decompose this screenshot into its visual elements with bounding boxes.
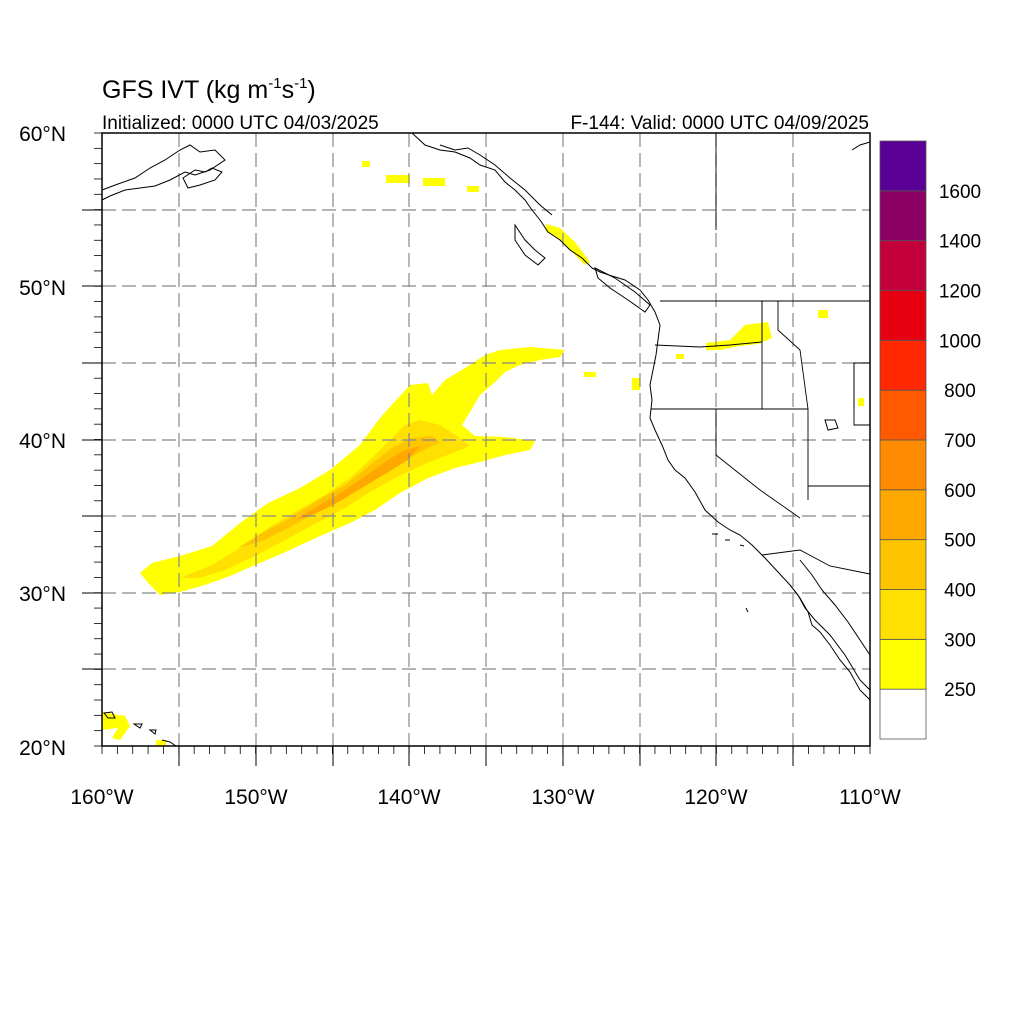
colorbar-swatch	[879, 389, 927, 441]
valid-label: F-144: Valid: 0000 UTC 04/09/2025	[570, 113, 869, 134]
colorbar-swatch	[879, 589, 927, 640]
lat-label: 20°N	[19, 737, 66, 760]
lon-label: 120°W	[684, 786, 747, 809]
ivt-patch	[467, 186, 479, 192]
channel-islands	[712, 533, 745, 547]
lat-label: 60°N	[19, 123, 66, 146]
colorbar-swatch	[879, 140, 927, 192]
ivt-250-river	[140, 347, 565, 595]
ivt-500-core	[295, 446, 420, 520]
alaska-coast	[101, 144, 226, 201]
alaska-panhandle	[439, 144, 553, 216]
ivt-patch	[858, 398, 864, 406]
great-salt-lake	[824, 419, 839, 431]
colorbar-swatch	[879, 290, 927, 341]
lon-label: 110°W	[839, 786, 901, 809]
baja-coast	[789, 584, 871, 701]
ivt-patch-coast-bc	[546, 224, 590, 265]
map-panel	[82, 132, 871, 766]
north-east-coast	[851, 141, 871, 151]
colorbar-label: 1200	[939, 282, 981, 303]
us-mexico-border	[761, 549, 871, 575]
lon-label: 140°W	[377, 786, 440, 809]
ca-nv-border	[715, 409, 801, 519]
ivt-patch-hawaii	[102, 712, 130, 740]
ivt-patch	[362, 161, 370, 167]
lat-label: 30°N	[19, 583, 66, 606]
ivt-patch	[423, 178, 445, 186]
colorbar-swatch	[879, 190, 927, 242]
colorbar-swatch	[879, 539, 927, 590]
colorbar-label: 600	[944, 481, 976, 502]
figure-title: GFS IVT (kg m-1s-1)	[102, 75, 316, 104]
colorbar-swatch	[879, 339, 927, 391]
hawaii-islands	[103, 711, 177, 747]
kodiak-coast	[182, 167, 223, 189]
gridlines	[102, 133, 870, 746]
lon-label: 130°W	[531, 786, 594, 809]
colorbar-label: 1000	[939, 331, 981, 352]
lat-labels: 60°N 50°N 40°N 30°N 20°N	[19, 123, 66, 760]
colorbar-label: 800	[944, 381, 976, 402]
islands-bc	[514, 223, 546, 266]
ivt-patch	[676, 354, 684, 359]
coastlines	[101, 132, 871, 747]
colorbar-swatch	[879, 688, 927, 740]
ivt-patch	[584, 372, 596, 377]
vancouver-island	[594, 267, 651, 313]
guadalupe-island	[745, 607, 749, 613]
ivt-shading	[102, 161, 864, 746]
lat-label: 40°N	[19, 430, 66, 453]
north-coast	[411, 132, 871, 691]
minor-ticks	[94, 132, 871, 754]
colorbar: 250 300 400 500 600 700 800 1000 1200 1400 1600	[879, 140, 981, 740]
colorbar-label: 250	[944, 680, 976, 701]
colorbar-swatch	[879, 240, 927, 291]
colorbar-label: 1600	[939, 182, 981, 203]
colorbar-label: 500	[944, 531, 976, 552]
colorbar-swatch	[879, 439, 927, 491]
gulf-california-coast	[799, 559, 871, 656]
colorbar-label: 300	[944, 630, 976, 651]
colorbar-label: 700	[944, 431, 976, 452]
ivt-patch	[818, 310, 828, 318]
initialized-label: Initialized: 0000 UTC 04/03/2025	[102, 113, 379, 134]
id-border	[761, 301, 809, 410]
lon-labels: 160°W 150°W 140°W 130°W 120°W 110°W	[70, 786, 901, 809]
ivt-patch	[632, 378, 640, 390]
colorbar-label: 1400	[939, 232, 981, 253]
lon-label: 160°W	[70, 786, 133, 809]
colorbar-swatch	[879, 489, 927, 541]
ivt-patch	[386, 175, 410, 183]
borders	[651, 133, 871, 575]
lon-label: 150°W	[224, 786, 287, 809]
colorbar-label: 400	[944, 581, 976, 602]
ivt-patch	[156, 740, 166, 746]
colorbar-swatch	[879, 638, 927, 690]
lat-label: 50°N	[19, 277, 66, 300]
